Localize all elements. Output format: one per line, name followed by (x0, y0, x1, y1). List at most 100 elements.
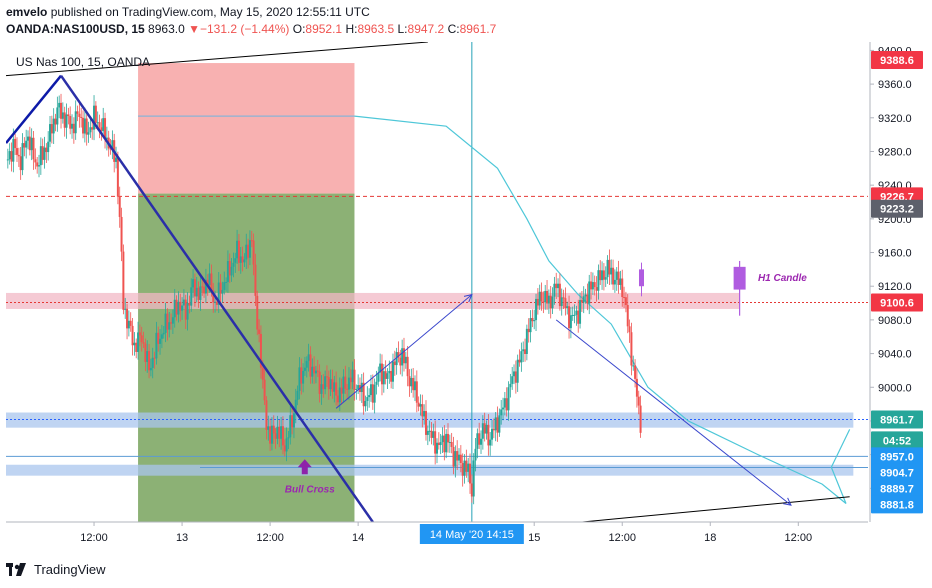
candle-body (406, 356, 409, 377)
candle-body (463, 460, 466, 476)
high-label: H: (345, 22, 358, 36)
open-value: 8952.1 (305, 22, 343, 36)
candle-body (502, 407, 505, 410)
candle-body (248, 240, 251, 258)
candle-body (338, 387, 341, 403)
candle-body (250, 240, 253, 242)
candle-body (608, 259, 611, 275)
publish-text: published on TradingView.com, May 15, 20… (50, 5, 370, 19)
candle-body (133, 342, 136, 346)
candle-body (584, 294, 587, 297)
candle-body (164, 313, 167, 333)
candle-body (459, 454, 462, 464)
candle-body (511, 376, 514, 384)
candle-body (195, 287, 198, 297)
candle-body (621, 278, 624, 298)
up-arrow-icon (297, 459, 312, 475)
footer: TradingView (6, 562, 106, 577)
x-tick-label: 18 (704, 532, 716, 544)
candle-body (221, 289, 224, 294)
candle-body (439, 442, 442, 446)
publish-info: emvelo published on TradingView.com, May… (6, 5, 370, 19)
candle-body (82, 117, 85, 134)
candle-body (613, 279, 616, 285)
candle-body (124, 308, 127, 310)
candle-body (327, 377, 330, 390)
candle-body (148, 351, 151, 371)
candle-body (252, 240, 255, 265)
candle-body (105, 137, 108, 140)
candle-body (494, 417, 497, 431)
candle-body (443, 435, 446, 453)
candle-body (450, 441, 453, 447)
candle-body (305, 360, 308, 368)
candle-body (456, 451, 459, 461)
price-chart[interactable]: Bull Cross H1 Candle US Nas 100, 15, OANDA… (0, 0, 932, 560)
candle-body (514, 371, 517, 383)
candle-body (283, 445, 286, 452)
candle-body (100, 127, 103, 132)
candle-body (399, 357, 402, 366)
candle-body (302, 370, 305, 384)
candle-body (476, 433, 479, 449)
candle-body (56, 107, 59, 125)
candle-body (8, 151, 11, 160)
candle-body (292, 413, 295, 428)
candle-body (395, 352, 398, 366)
candle-body (197, 287, 200, 300)
price-label-box (871, 447, 923, 466)
h1-candle-body (733, 266, 746, 290)
candle-body (507, 387, 510, 411)
tradingview-logo-icon (6, 562, 26, 576)
candle-body (116, 157, 119, 197)
candle-body (496, 417, 499, 433)
price-label: 8961.7 (880, 415, 914, 427)
candle-body (67, 114, 70, 117)
candle-body (291, 415, 294, 428)
candle-body (366, 397, 369, 401)
candle-body (575, 310, 578, 315)
candle-body (168, 322, 171, 330)
close-value: 8961.7 (459, 22, 497, 36)
candle-body (72, 123, 75, 134)
candle-body (160, 334, 163, 339)
candle-body (410, 377, 413, 387)
brand-name[interactable]: TradingView (34, 562, 106, 577)
candle-body (415, 381, 418, 403)
candle-body (89, 127, 92, 133)
y-tick-label: 9000.0 (878, 382, 912, 394)
candle-body (52, 118, 55, 134)
candle-body (41, 146, 44, 160)
candle-body (549, 295, 552, 309)
candle-body (318, 371, 321, 394)
candle-body (188, 302, 191, 306)
candle-body (639, 405, 642, 433)
price-label: 8889.7 (880, 483, 914, 495)
low-label: L: (397, 22, 408, 36)
candle-body (102, 118, 105, 132)
candle-body (162, 332, 165, 335)
candle-body (524, 349, 527, 354)
candle-body (149, 367, 152, 371)
candle-body (588, 281, 591, 304)
candle-body (540, 291, 543, 302)
candle-body (509, 383, 512, 388)
candle-body (23, 143, 26, 148)
candle-body (368, 395, 371, 398)
candle-body (547, 295, 550, 304)
price-label: 9388.6 (880, 55, 914, 67)
candle-body (329, 379, 332, 390)
candle-body (83, 118, 86, 134)
candle-body (14, 138, 17, 149)
author-name[interactable]: emvelo (6, 5, 48, 19)
candle-body (634, 365, 637, 379)
candle-body (243, 259, 246, 263)
x-tick-label: 13 (176, 532, 188, 544)
candle-body (568, 306, 571, 329)
candle-body (393, 361, 396, 366)
projection-curve (354, 115, 851, 504)
candle-body (58, 102, 61, 108)
candle-body (536, 298, 539, 306)
y-tick-label: 9120.0 (878, 281, 912, 293)
candle-body (201, 286, 204, 288)
